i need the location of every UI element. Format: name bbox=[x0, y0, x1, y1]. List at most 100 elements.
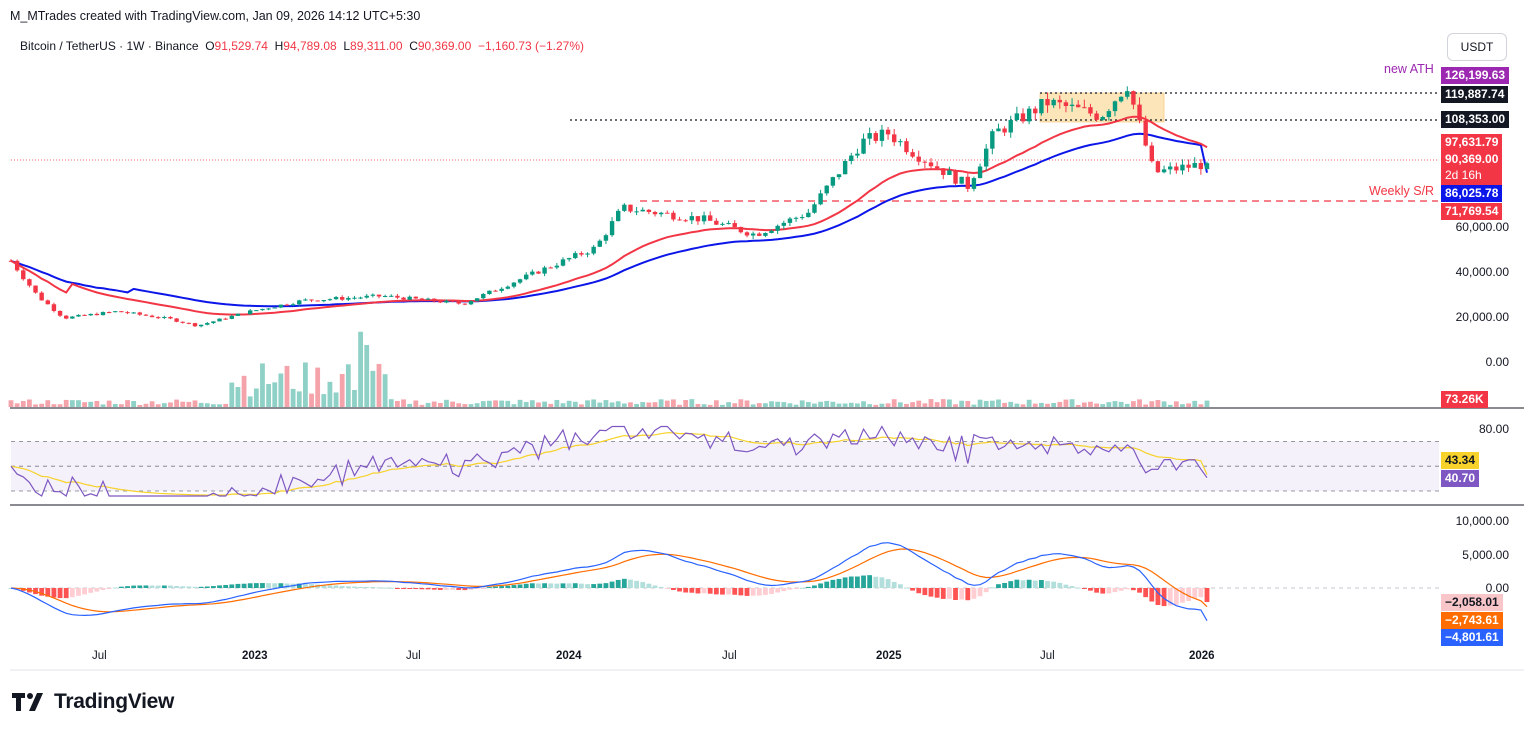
macd-histogram-bar bbox=[204, 586, 210, 588]
macd-histogram-bar bbox=[266, 583, 271, 588]
macd-histogram-bar bbox=[69, 588, 75, 598]
volume-bar bbox=[364, 345, 370, 407]
volume-bar bbox=[695, 403, 701, 407]
volume-bar bbox=[830, 401, 836, 407]
candle-body bbox=[726, 223, 731, 225]
volume-bar bbox=[628, 402, 633, 407]
price-tick: 0.00 bbox=[1485, 355, 1509, 369]
volume-bar bbox=[517, 399, 523, 407]
candle-body bbox=[481, 293, 486, 299]
low-value: 89,311.00 bbox=[350, 39, 403, 53]
macd-histogram-bar bbox=[149, 585, 155, 588]
macd-histogram-bar bbox=[615, 579, 621, 588]
macd-histogram-bar bbox=[1180, 588, 1185, 603]
candle-body bbox=[536, 271, 541, 274]
range-high-tag: 119,887.74 bbox=[1441, 86, 1509, 103]
macd-histogram-bar bbox=[1192, 588, 1198, 599]
macd-histogram-bar bbox=[554, 583, 560, 588]
volume-bar bbox=[511, 404, 517, 407]
macd-histogram-bar bbox=[217, 585, 222, 588]
candle-body bbox=[1045, 99, 1050, 106]
candle-body bbox=[137, 312, 142, 315]
candle-body bbox=[806, 212, 811, 218]
candle-body bbox=[284, 304, 290, 306]
volume-bar bbox=[848, 402, 854, 407]
volume-bar bbox=[1069, 399, 1075, 407]
time-tick: 2026 bbox=[1189, 650, 1215, 662]
candle-body bbox=[898, 141, 903, 143]
macd-histogram-bar bbox=[278, 583, 284, 588]
volume-bar bbox=[241, 375, 247, 407]
volume-bar bbox=[989, 400, 995, 407]
macd-histogram-bar bbox=[897, 584, 903, 588]
volume-bar bbox=[174, 399, 179, 407]
candle-body bbox=[1014, 113, 1020, 121]
macd-histogram-bar bbox=[1106, 588, 1112, 594]
candle-body bbox=[303, 299, 308, 301]
volume-bar bbox=[260, 363, 265, 407]
candle-body bbox=[904, 141, 909, 153]
volume-bar bbox=[609, 402, 615, 407]
candle-body bbox=[849, 155, 854, 161]
macd-histogram-bar bbox=[517, 584, 523, 588]
candle-body bbox=[1088, 107, 1093, 114]
candle-body bbox=[984, 148, 989, 167]
volume-bar bbox=[382, 374, 388, 407]
symbol-name[interactable]: Bitcoin / TetherUS · 1W · Binance bbox=[20, 39, 199, 53]
macd-histogram-bar bbox=[106, 588, 112, 589]
candle-body bbox=[493, 290, 498, 292]
candle-body bbox=[959, 176, 964, 184]
volume-bar bbox=[775, 401, 781, 407]
candle-body bbox=[524, 274, 529, 280]
macd-histogram-bar bbox=[805, 586, 811, 588]
macd-histogram-bar bbox=[272, 583, 278, 588]
candle-body bbox=[750, 233, 756, 236]
volume-bar bbox=[272, 382, 278, 407]
volume-bar bbox=[290, 388, 296, 407]
volume-bar bbox=[1143, 404, 1149, 407]
macd-histogram-bar bbox=[180, 586, 186, 588]
candle-body bbox=[818, 193, 823, 205]
currency-button[interactable]: USDT bbox=[1447, 33, 1507, 61]
volume-bar bbox=[934, 402, 940, 407]
volume-bar bbox=[462, 404, 468, 407]
volume-bar bbox=[818, 401, 823, 407]
volume-bar bbox=[211, 404, 216, 407]
macd-histogram-bar bbox=[1032, 580, 1038, 588]
candle-body bbox=[444, 300, 449, 303]
candle-body bbox=[76, 314, 81, 317]
macd-histogram-bar bbox=[137, 585, 143, 588]
volume-bar bbox=[51, 404, 57, 407]
candle-body bbox=[186, 322, 192, 324]
candle-body bbox=[70, 316, 75, 319]
candle-body bbox=[579, 253, 584, 255]
macd-histogram-bar bbox=[425, 588, 431, 590]
volume-bar bbox=[885, 403, 891, 407]
candle-body bbox=[57, 310, 63, 316]
macd-histogram-bar bbox=[775, 588, 781, 593]
volume-bar bbox=[1149, 401, 1155, 407]
tradingview-logo[interactable]: TradingView bbox=[12, 690, 174, 714]
macd-histogram-bar bbox=[1026, 579, 1032, 588]
candle-body bbox=[836, 174, 842, 178]
volume-bar bbox=[572, 401, 578, 407]
candle-body bbox=[787, 218, 793, 223]
macd-histogram-bar bbox=[88, 588, 94, 593]
candle-body bbox=[658, 212, 664, 215]
volume-bar bbox=[787, 403, 793, 407]
candle-body bbox=[1204, 163, 1210, 170]
candle-body bbox=[64, 315, 69, 319]
macd-histogram-bar bbox=[579, 583, 584, 588]
macd-histogram-bar bbox=[609, 581, 615, 588]
macd-histogram-bar bbox=[296, 583, 302, 588]
candle-body bbox=[732, 223, 737, 228]
macd-histogram-bar bbox=[413, 588, 419, 590]
volume-bar bbox=[321, 394, 327, 407]
candle-body bbox=[1186, 164, 1191, 168]
macd-histogram-bar bbox=[787, 588, 793, 590]
time-tick: Jul bbox=[722, 650, 737, 662]
candle-body bbox=[131, 312, 136, 314]
macd-histogram-bar bbox=[922, 588, 928, 596]
macd-histogram-bar bbox=[480, 588, 486, 589]
